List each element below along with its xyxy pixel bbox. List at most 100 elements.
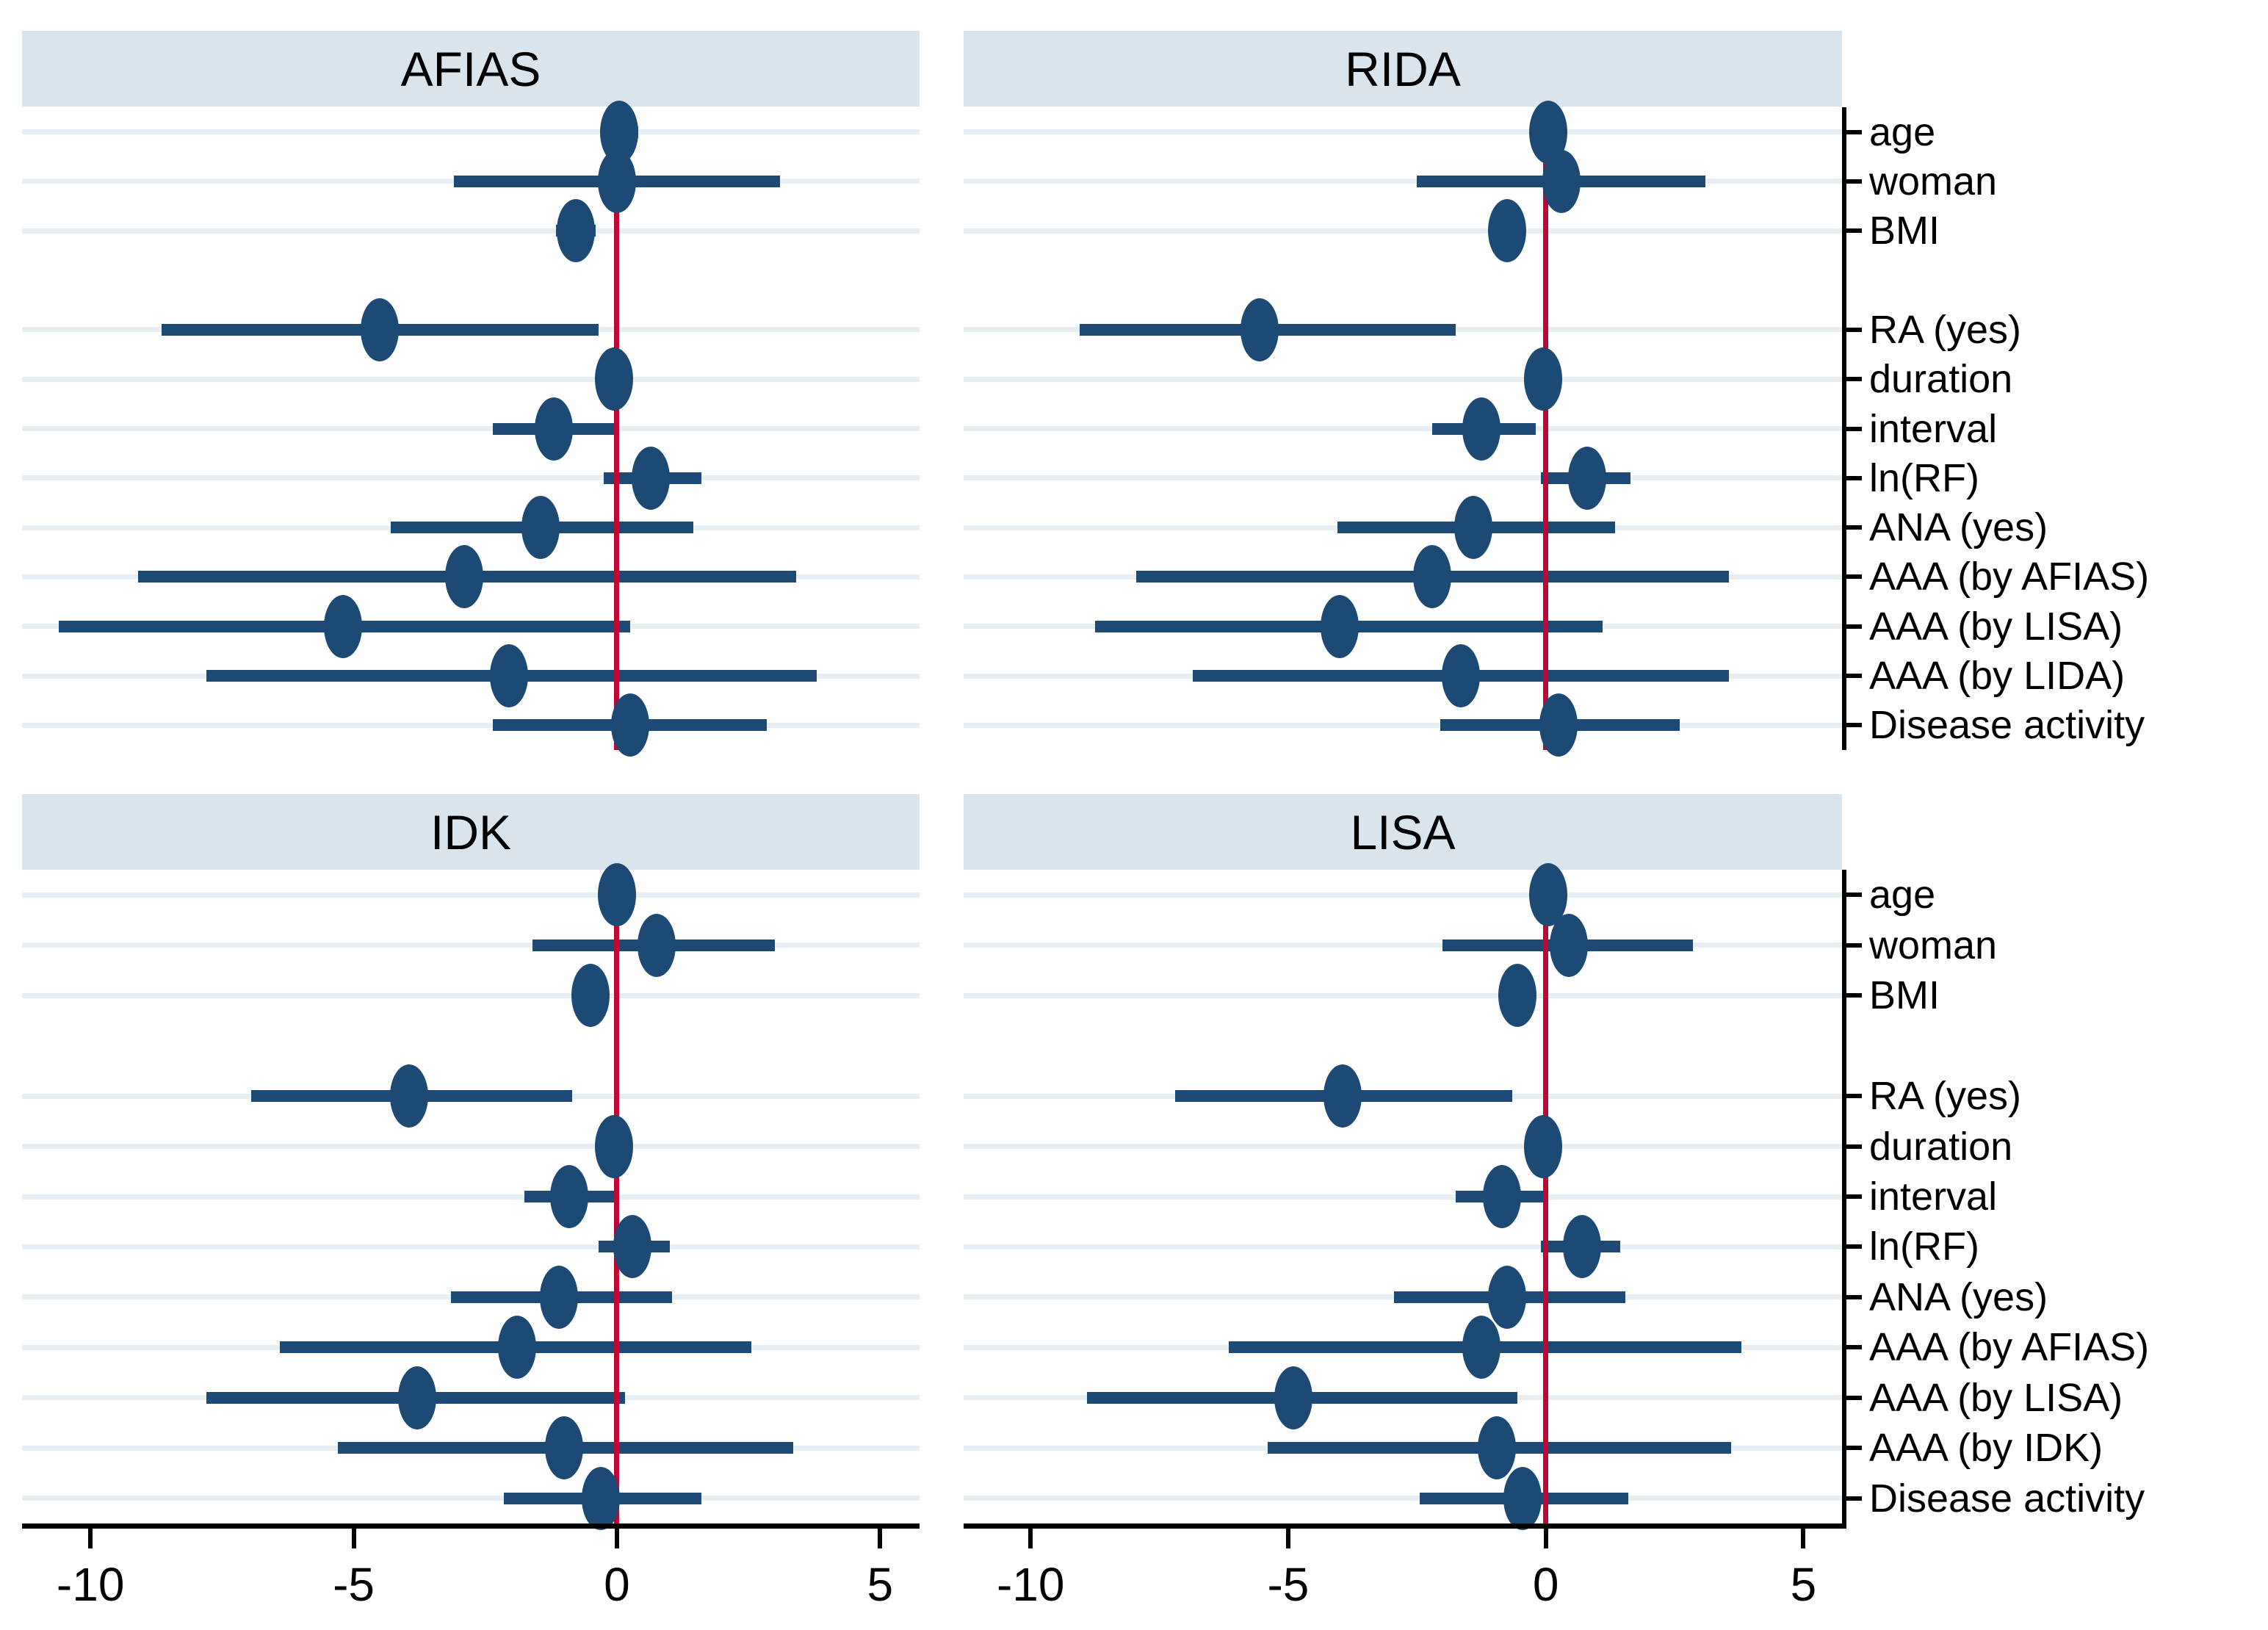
panel-plot-AFIAS — [22, 100, 920, 757]
row-tick — [1842, 426, 1862, 431]
panel-header-RIDA: RIDA — [964, 31, 1842, 107]
point-marker — [1542, 149, 1581, 213]
row-label: AAA (by AFIAS) — [1869, 1325, 2150, 1370]
point-marker — [595, 1114, 634, 1178]
row-label: BMI — [1869, 973, 1940, 1018]
point-marker — [597, 149, 636, 213]
gridline — [964, 129, 1842, 135]
point-marker — [1413, 545, 1452, 609]
point-marker — [582, 1466, 621, 1530]
zero-reference-line — [1543, 870, 1549, 1523]
point-marker — [489, 644, 528, 708]
panel-title-LISA: LISA — [1350, 804, 1456, 859]
point-marker — [540, 1265, 579, 1329]
gridline — [22, 942, 920, 948]
row-label: age — [1869, 109, 1936, 154]
point-marker — [1454, 496, 1493, 560]
x-axis-line — [22, 1523, 920, 1529]
point-marker — [1567, 446, 1606, 510]
row-label: age — [1869, 873, 1936, 917]
gridline — [22, 426, 920, 431]
point-marker — [1524, 347, 1563, 411]
x-tick — [1028, 1529, 1033, 1548]
point-marker — [1321, 594, 1359, 658]
point-marker — [534, 397, 573, 461]
point-marker — [1498, 964, 1537, 1028]
x-tick-label: 0 — [1532, 1558, 1559, 1611]
x-tick — [1801, 1529, 1806, 1548]
panel-plot-RIDA — [964, 100, 1842, 757]
x-tick — [1285, 1529, 1290, 1548]
point-marker — [1488, 199, 1527, 263]
row-tick — [1842, 377, 1862, 382]
gridline — [964, 1144, 1842, 1150]
x-tick-label: -5 — [333, 1558, 375, 1611]
row-tick — [1842, 525, 1862, 530]
point-marker — [1478, 1416, 1517, 1480]
gridline — [22, 376, 920, 382]
point-marker — [1274, 1366, 1312, 1429]
row-label: Disease activity — [1869, 1476, 2145, 1521]
row-tick — [1842, 942, 1862, 948]
gridline — [964, 475, 1842, 481]
gridline — [964, 376, 1842, 382]
gridline — [22, 1144, 920, 1150]
row-label: AAA (by IDK) — [1869, 1426, 2103, 1471]
point-marker — [521, 496, 560, 560]
row-label: RA (yes) — [1869, 1074, 2022, 1119]
row-label: interval — [1869, 406, 1998, 451]
gridline — [22, 1244, 920, 1249]
row-tick — [1842, 574, 1862, 580]
row-label: duration — [1869, 1124, 2013, 1169]
point-marker — [1503, 1466, 1542, 1530]
row-tick — [1842, 1446, 1862, 1451]
point-marker — [597, 863, 636, 927]
row-tick — [1842, 475, 1862, 480]
x-tick — [878, 1529, 883, 1548]
row-tick — [1842, 674, 1862, 679]
x-tick-label: -10 — [996, 1558, 1065, 1611]
panel-title-RIDA: RIDA — [1345, 41, 1461, 96]
gridline — [964, 722, 1842, 728]
point-marker — [556, 199, 595, 263]
point-marker — [1539, 693, 1578, 757]
row-tick — [1842, 1496, 1862, 1501]
x-tick-label: 5 — [1790, 1558, 1817, 1611]
gridline — [964, 892, 1842, 898]
point-marker — [497, 1316, 536, 1380]
x-tick-label: 5 — [867, 1558, 894, 1611]
row-label: AAA (by LISA) — [1869, 604, 2123, 649]
panel-header-IDK: IDK — [22, 794, 920, 870]
row-tick — [1842, 228, 1862, 234]
point-marker — [1323, 1064, 1362, 1128]
point-marker — [1462, 1316, 1500, 1380]
row-label: AAA (by AFIAS) — [1869, 555, 2150, 599]
panel-header-AFIAS: AFIAS — [22, 31, 920, 107]
row-label: woman — [1869, 923, 1998, 967]
row-tick — [1842, 624, 1862, 629]
row-label: Disease activity — [1869, 703, 2145, 748]
point-marker — [1488, 1265, 1527, 1329]
point-marker — [361, 297, 400, 361]
gridline — [22, 1194, 920, 1200]
row-label: AAA (by LISA) — [1869, 1375, 2123, 1420]
row-label: woman — [1869, 159, 1998, 203]
point-marker — [550, 1165, 589, 1228]
point-marker — [613, 1215, 652, 1279]
row-tick — [1842, 1294, 1862, 1299]
row-label: ln(RF) — [1869, 1225, 1979, 1269]
point-marker — [595, 347, 634, 411]
x-tick-label: -5 — [1267, 1558, 1310, 1611]
point-marker — [610, 693, 649, 757]
row-tick — [1842, 1395, 1862, 1400]
row-label: duration — [1869, 357, 2013, 402]
x-tick — [88, 1529, 93, 1548]
zero-reference-line — [614, 870, 620, 1523]
row-tick — [1842, 892, 1862, 898]
point-marker — [632, 446, 671, 510]
row-tick — [1842, 1144, 1862, 1149]
row-tick — [1842, 129, 1862, 134]
point-marker — [545, 1416, 584, 1480]
panel-plot-IDK — [22, 863, 920, 1530]
row-tick — [1842, 1345, 1862, 1350]
